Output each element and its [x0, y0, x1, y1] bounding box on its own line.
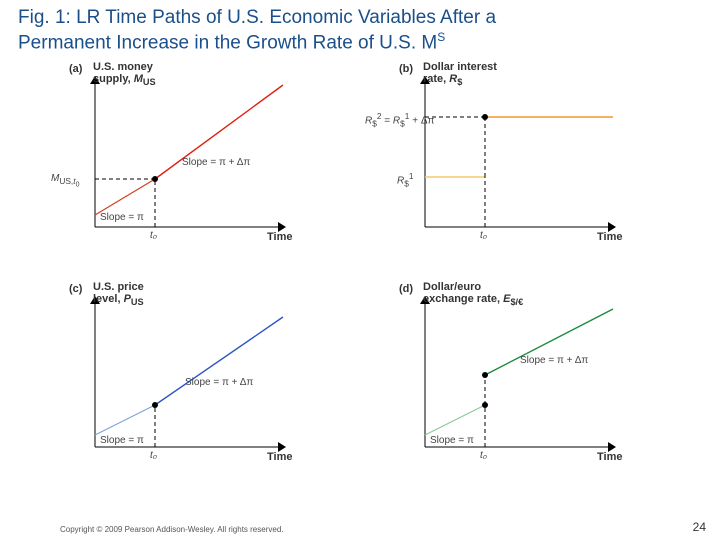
slope-low-d: Slope = π: [430, 435, 474, 446]
xlabel-b: Time: [597, 231, 622, 243]
panel-c: (c) U.S. pricelevel, PUS Time Slope = π Slop…: [40, 277, 300, 467]
xlabel-d: Time: [597, 451, 622, 463]
xlabel-a: Time: [267, 231, 292, 243]
t0-a: t₀: [150, 230, 157, 241]
panel-label-c: (c): [69, 283, 82, 295]
r1-label: R$1: [397, 171, 414, 188]
t0-d: t₀: [480, 450, 487, 461]
xlabel-c: Time: [267, 451, 292, 463]
ylabel-d: Dollar/euroexchange rate, E$/€: [423, 281, 523, 307]
page-number: 24: [693, 520, 706, 534]
slope-hi-d: Slope = π + Δπ: [520, 355, 588, 366]
slope-low-c: Slope = π: [100, 435, 144, 446]
panel-label-a: (a): [69, 63, 82, 75]
panel-label-b: (b): [399, 63, 413, 75]
t0-c: t₀: [150, 450, 157, 461]
panels-container: (a) U.S. moneysupply, MUS Time MUS,t0 Slope …: [0, 57, 720, 497]
kink-ylabel-a: MUS,t0: [51, 173, 79, 189]
slope-hi-c: Slope = π + Δπ: [185, 377, 253, 388]
t0-b: t₀: [480, 230, 487, 241]
panel-label-d: (d): [399, 283, 413, 295]
panel-d: (d) Dollar/euroexchange rate, E$/€ Time Slo…: [370, 277, 630, 467]
ylabel-c: U.S. pricelevel, PUS: [93, 281, 144, 307]
r2-label: R$2 = R$1 + Δπ: [365, 111, 434, 128]
slope-low-a: Slope = π: [100, 212, 144, 223]
ylabel-b: Dollar interestrate, R$: [423, 61, 497, 87]
panel-b: (b)Dollar interestrate, R$TimeR$1R$2 = R…: [370, 57, 630, 247]
slope-hi-a: Slope = π + Δπ: [182, 157, 250, 168]
copyright-footer: Copyright © 2009 Pearson Addison-Wesley.…: [60, 525, 284, 534]
figure-title: Fig. 1: LR Time Paths of U.S. Economic V…: [0, 0, 720, 57]
panel-a: (a) U.S. moneysupply, MUS Time MUS,t0 Slope …: [40, 57, 300, 247]
ylabel-a: U.S. moneysupply, MUS: [93, 61, 156, 87]
